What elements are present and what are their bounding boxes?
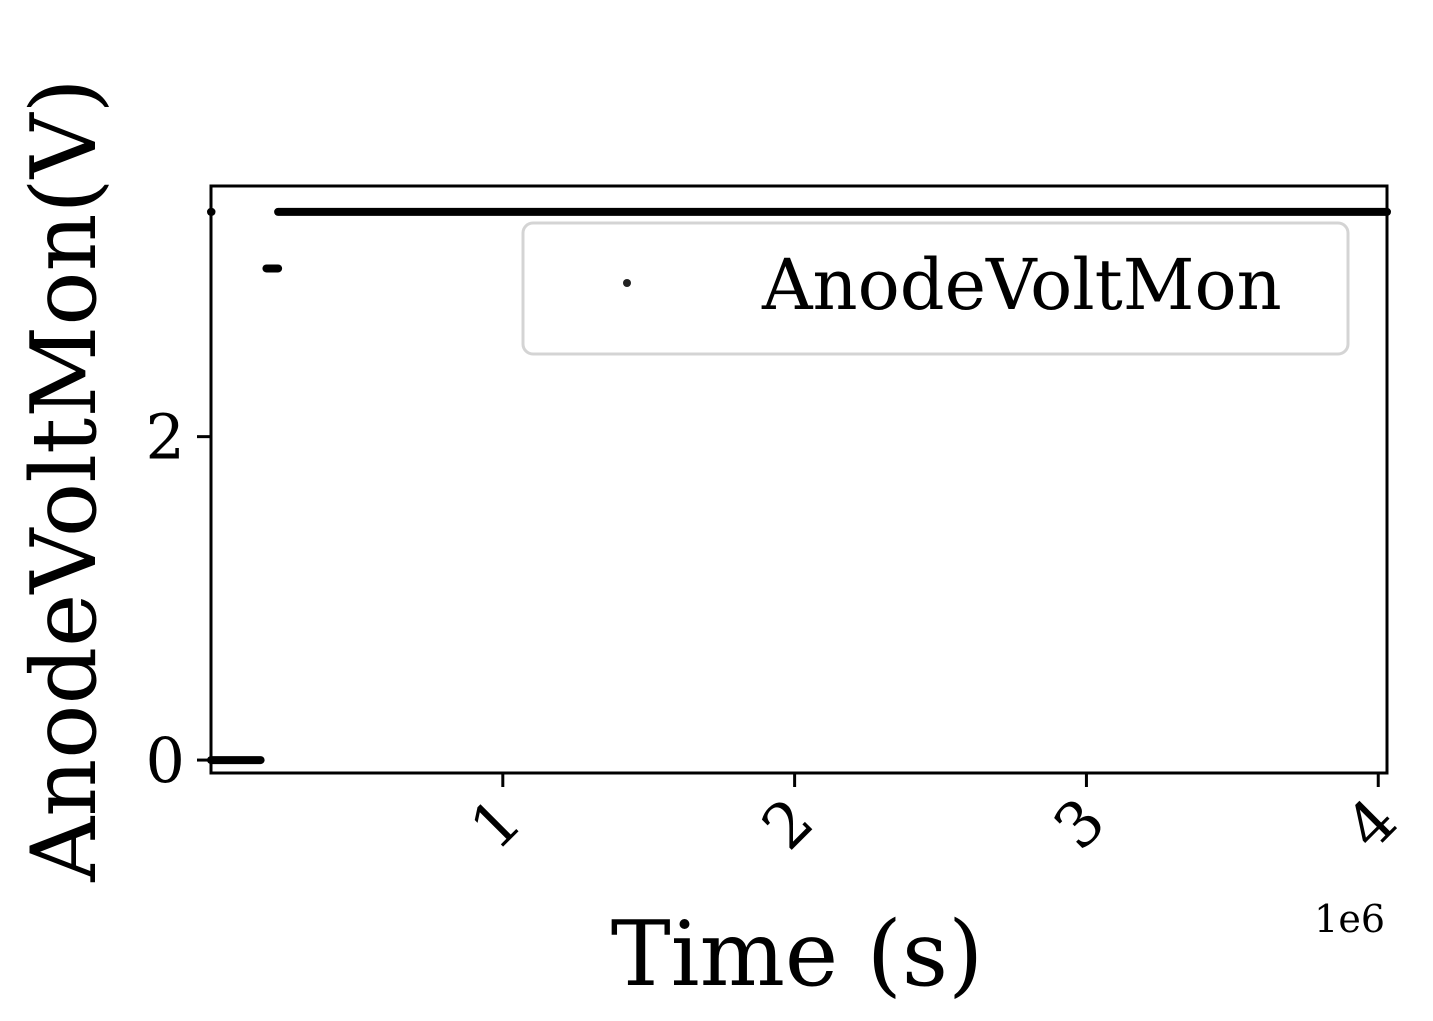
x-tick-label-2: 2 [748, 784, 828, 864]
x-tick-label-4: 4 [1331, 784, 1411, 864]
y-tick-label-2: 2 [146, 401, 185, 474]
x-axis-ticks: 1 2 3 4 [456, 773, 1411, 864]
plot-frame [209, 184, 1389, 775]
y-axis-title: AnodeVoltMon(V) [12, 78, 117, 882]
legend-label-anodevoltmon: AnodeVoltMon [761, 244, 1282, 326]
x-tick-label-3: 3 [1040, 784, 1120, 864]
y-axis-ticks: 02 [146, 401, 211, 797]
y-tick-label-0: 0 [146, 724, 185, 797]
legend: AnodeVoltMon [521, 221, 1350, 356]
legend-box [521, 221, 1350, 356]
legend-marker [623, 279, 631, 287]
x-axis-title: Time (s) [611, 902, 983, 1007]
x-axis-offset-label: 1e6 [1314, 897, 1385, 941]
x-tick-label-1: 1 [456, 784, 536, 864]
